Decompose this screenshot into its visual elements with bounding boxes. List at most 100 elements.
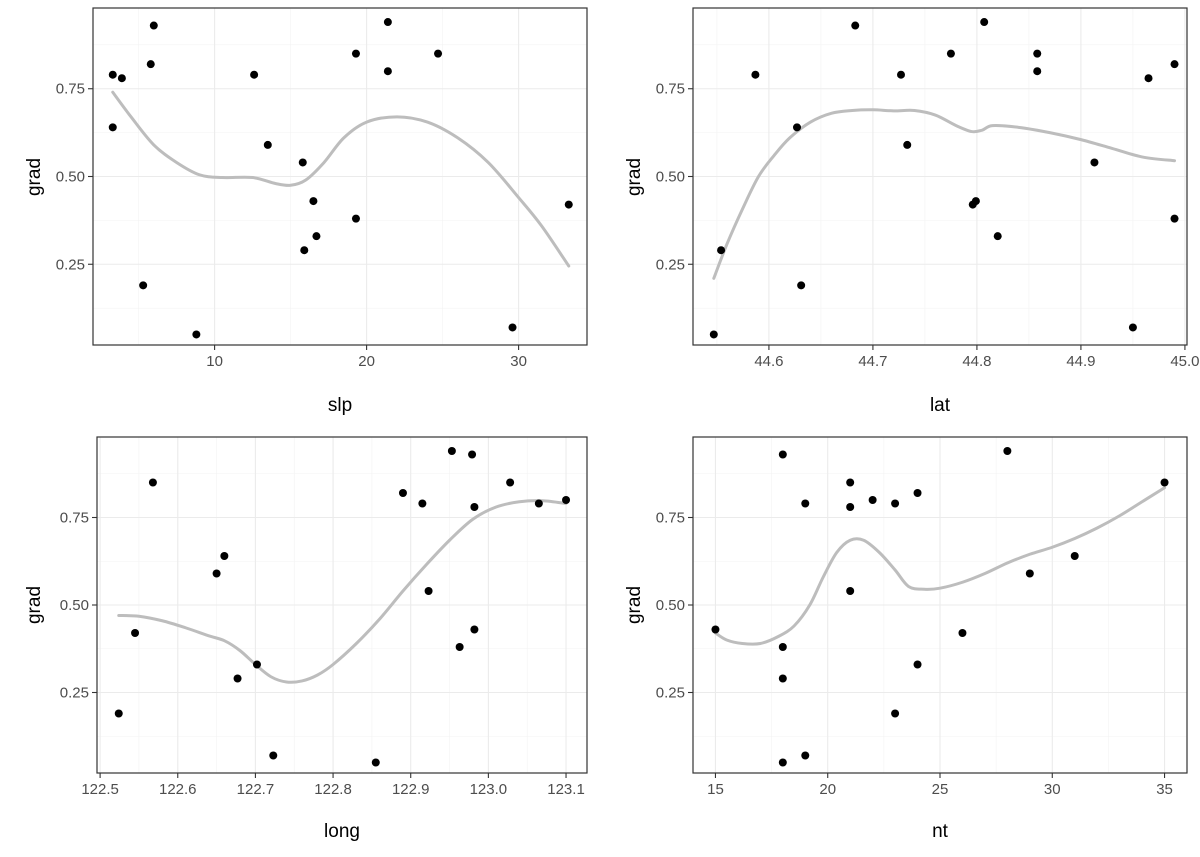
data-point — [913, 489, 922, 497]
data-point — [351, 214, 360, 223]
y-axis-title: grad — [624, 586, 645, 624]
x-tick-label: 35 — [1156, 781, 1173, 798]
y-tick-label: 0.50 — [656, 169, 685, 186]
y-axis-title: grad — [24, 158, 45, 196]
data-point — [846, 478, 855, 487]
data-point — [192, 330, 201, 339]
y-tick-label: 0.75 — [656, 510, 685, 527]
data-point — [980, 18, 989, 27]
panel-long-points — [114, 447, 571, 767]
x-tick-label: 20 — [358, 353, 375, 370]
panel-long: 122.5 122.6 122.7 122.8 122.9 123.0 123.1 0.25 0… — [24, 436, 588, 842]
x-tick-label: 44.9 — [1066, 353, 1095, 370]
panel-slp-smooth — [111, 90, 571, 268]
panel-long-grid — [97, 437, 587, 773]
data-point — [801, 751, 810, 760]
x-tick-label: 122.8 — [314, 781, 352, 798]
y-tick-label: 0.75 — [56, 81, 85, 98]
data-point — [148, 478, 157, 487]
smooth-line — [117, 499, 568, 684]
data-point — [117, 74, 126, 83]
panel-lat-grid — [693, 8, 1187, 345]
data-point — [778, 450, 787, 459]
y-tick-label: 0.25 — [656, 685, 685, 702]
data-point — [212, 569, 221, 578]
panel-lat: 44.6 44.7 44.8 44.9 45.0 0.25 0.50 0.75 lat gra… — [624, 7, 1200, 416]
panel-nt-points — [711, 447, 1169, 767]
data-point — [1003, 447, 1012, 455]
data-point — [139, 281, 148, 290]
data-point — [562, 496, 571, 504]
y-tick-label: 0.50 — [56, 169, 85, 186]
data-point — [1128, 323, 1137, 332]
y-axis-title: grad — [24, 586, 45, 624]
x-axis-title: long — [324, 821, 360, 842]
data-point — [1144, 74, 1153, 83]
x-tick-label: 25 — [932, 781, 949, 798]
smooth-line — [713, 486, 1167, 646]
data-point — [793, 123, 801, 132]
data-point — [470, 625, 479, 634]
data-point — [312, 232, 321, 241]
data-point — [269, 751, 278, 760]
data-point — [470, 503, 479, 511]
panel-long-smooth — [117, 499, 568, 684]
data-point — [709, 330, 718, 339]
data-point — [146, 60, 155, 69]
data-point — [131, 629, 140, 637]
data-point — [418, 499, 427, 508]
data-point — [220, 552, 229, 560]
data-point — [971, 197, 980, 206]
data-point — [300, 246, 309, 255]
data-point — [717, 246, 726, 255]
data-point — [846, 503, 855, 511]
panel-nt-smooth — [713, 486, 1167, 646]
data-point — [564, 200, 573, 209]
panel-lat-ticks: 44.6 44.7 44.8 44.9 45.0 0.25 0.50 0.75 — [656, 81, 1200, 370]
data-point — [903, 140, 912, 149]
data-point — [913, 660, 922, 669]
data-point — [233, 674, 242, 683]
x-tick-label: 10 — [206, 353, 223, 370]
data-point — [751, 70, 760, 79]
x-tick-label: 44.8 — [962, 353, 991, 370]
data-point — [534, 499, 543, 508]
data-point — [851, 21, 860, 30]
data-point — [309, 197, 318, 206]
panel-nt-ticks: 15 20 25 30 35 0.25 0.50 0.75 — [656, 510, 1173, 799]
x-tick-label: 123.0 — [470, 781, 508, 798]
data-point — [1070, 552, 1079, 560]
data-point — [1170, 214, 1179, 223]
data-point — [946, 49, 955, 58]
data-point — [424, 587, 433, 595]
data-point — [711, 625, 720, 634]
y-tick-label: 0.75 — [60, 510, 89, 527]
data-point — [108, 123, 117, 132]
data-point — [1033, 49, 1042, 58]
data-point — [1170, 60, 1179, 69]
data-point — [846, 587, 855, 595]
data-point — [298, 158, 307, 167]
y-tick-label: 0.25 — [656, 256, 685, 273]
y-tick-label: 0.25 — [56, 256, 85, 273]
data-point — [252, 660, 261, 669]
panel-slp: 10 20 30 0.25 0.50 0.75 slp grad — [24, 7, 588, 416]
data-point — [1033, 67, 1042, 76]
panel-long-ticks: 122.5 122.6 122.7 122.8 122.9 123.0 123.1 0.25 0… — [60, 510, 585, 799]
x-tick-label: 15 — [707, 781, 724, 798]
smooth-line — [712, 108, 1177, 280]
data-point — [797, 281, 806, 290]
panel-lat-points — [709, 18, 1179, 339]
data-point — [801, 499, 810, 508]
y-axis-title: grad — [624, 158, 645, 196]
data-point — [114, 709, 123, 718]
y-tick-label: 0.50 — [60, 597, 89, 614]
data-point — [149, 21, 158, 30]
x-tick-label: 44.6 — [754, 353, 783, 370]
data-point — [868, 496, 877, 504]
data-point — [351, 49, 360, 58]
x-tick-label: 123.1 — [547, 781, 585, 798]
x-tick-label: 122.6 — [159, 781, 197, 798]
x-axis-title: lat — [930, 395, 951, 416]
x-axis-title: nt — [932, 821, 949, 842]
